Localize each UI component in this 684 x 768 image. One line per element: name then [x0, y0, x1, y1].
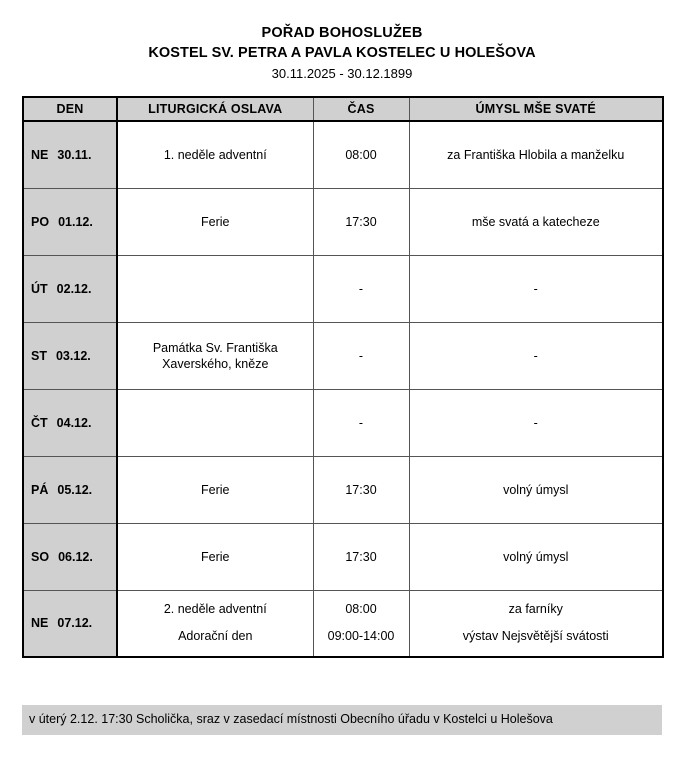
cell-feast: 2. neděle adventní Adorační den	[116, 589, 314, 657]
table-row: NE 07.12. 2. neděle adventní Adorační den…	[23, 589, 663, 657]
day-abbreviation: SO	[31, 549, 50, 564]
cell-intention: -	[408, 388, 663, 457]
day-date: 30.11.	[57, 147, 92, 162]
cell-intention: volný úmysl	[408, 455, 663, 524]
table-row: SO 06.12. Ferie 17:30 volný úmysl	[23, 522, 663, 591]
cell-intention: za Františka Hlobila a manželku	[408, 120, 663, 189]
day-abbreviation: ČT	[31, 415, 48, 430]
cell-feast-line-1: Památka Sv. Františka	[152, 340, 278, 355]
table-row: NE 30.11. 1. neděle adventní 08:00 za Fra…	[23, 120, 663, 189]
title-block: POŘAD BOHOSLUŽEB KOSTEL SV. PETRA A PAVL…	[0, 0, 684, 84]
day-abbreviation: PO	[31, 214, 50, 229]
cell-feast: Ferie	[116, 455, 314, 524]
church-name: KOSTEL SV. PETRA A PAVLA KOSTELEC U HOLE…	[148, 45, 536, 61]
day-date: 01.12.	[58, 214, 93, 229]
cell-intention-line-1: za farníky	[508, 602, 563, 617]
cell-time: 17:30	[312, 187, 410, 256]
cell-time: 08:00	[312, 120, 410, 189]
cell-day: PÁ 05.12.	[23, 455, 118, 524]
column-header-time: ČAS	[312, 96, 410, 122]
footer-note: v úterý 2.12. 17:30 Scholička, sraz v za…	[22, 705, 662, 735]
cell-time: 17:30	[312, 455, 410, 524]
table-row: PÁ 05.12. Ferie 17:30 volný úmysl	[23, 455, 663, 524]
day-abbreviation: PÁ	[31, 482, 49, 497]
cell-feast: Ferie	[116, 522, 314, 591]
cell-feast-line-1: 2. neděle adventní	[163, 602, 267, 617]
cell-intention: mše svatá a katecheze	[408, 187, 663, 256]
date-range: 30.11.2025 - 30.12.1899	[271, 66, 413, 81]
cell-feast	[116, 254, 314, 323]
cell-day: NE 07.12.	[23, 589, 118, 657]
cell-day: SO 06.12.	[23, 522, 118, 591]
cell-intention: volný úmysl	[408, 522, 663, 591]
day-abbreviation: NE	[31, 616, 49, 631]
cell-time-line-2: 09:00-14:00	[327, 629, 395, 644]
table-row: PO 01.12. Ferie 17:30 mše svatá a kateche…	[23, 187, 663, 256]
cell-time: 08:00 09:00-14:00	[312, 589, 410, 657]
cell-intention-line-2: výstav Nejsvětější svátosti	[462, 629, 609, 644]
day-abbreviation: ÚT	[31, 281, 48, 296]
cell-intention: -	[408, 321, 663, 390]
day-date: 04.12.	[56, 415, 92, 430]
cell-feast: Památka Sv. Františka Xaverského, kněze	[116, 321, 314, 390]
table-header-row: DEN LITURGICKÁ OSLAVA ČAS ÚMYSL MŠE SVAT…	[23, 96, 663, 122]
cell-time: -	[312, 321, 410, 390]
cell-time: -	[312, 388, 410, 457]
cell-feast: Ferie	[116, 187, 314, 256]
cell-feast	[116, 388, 314, 457]
cell-feast-line-2: Adorační den	[178, 629, 253, 644]
cell-day: ÚT 02.12.	[23, 254, 118, 323]
cell-day: NE 30.11.	[23, 120, 118, 189]
day-date: 07.12.	[57, 616, 93, 631]
day-abbreviation: ST	[31, 348, 47, 363]
schedule-table-wrapper: DEN LITURGICKÁ OSLAVA ČAS ÚMYSL MŠE SVAT…	[22, 96, 664, 658]
column-header-feast: LITURGICKÁ OSLAVA	[116, 96, 314, 122]
cell-day: PO 01.12.	[23, 187, 118, 256]
cell-day: ČT 04.12.	[23, 388, 118, 457]
cell-feast: 1. neděle adventní	[116, 120, 314, 189]
cell-time: 17:30	[312, 522, 410, 591]
schedule-table: DEN LITURGICKÁ OSLAVA ČAS ÚMYSL MŠE SVAT…	[22, 96, 664, 658]
cell-day: ST 03.12.	[23, 321, 118, 390]
cell-intention: za farníky výstav Nejsvětější svátosti	[408, 589, 663, 657]
cell-feast-line-2: Xaverského, kněze	[162, 356, 269, 371]
column-header-day: DEN	[23, 96, 118, 122]
cell-intention: -	[408, 254, 663, 323]
cell-time: -	[312, 254, 410, 323]
table-row: ÚT 02.12. - -	[23, 254, 663, 323]
day-date: 03.12.	[55, 348, 91, 363]
column-header-intention: ÚMYSL MŠE SVATÉ	[408, 96, 663, 122]
day-date: 02.12.	[56, 281, 92, 296]
table-row: ST 03.12. Památka Sv. Františka Xaverskéh…	[23, 321, 663, 390]
table-row: ČT 04.12. - -	[23, 388, 663, 457]
page-title: POŘAD BOHOSLUŽEB	[261, 25, 423, 41]
day-date: 05.12.	[57, 482, 93, 497]
day-abbreviation: NE	[31, 147, 49, 162]
cell-time-line-1: 08:00	[345, 602, 377, 617]
day-date: 06.12.	[58, 549, 93, 564]
